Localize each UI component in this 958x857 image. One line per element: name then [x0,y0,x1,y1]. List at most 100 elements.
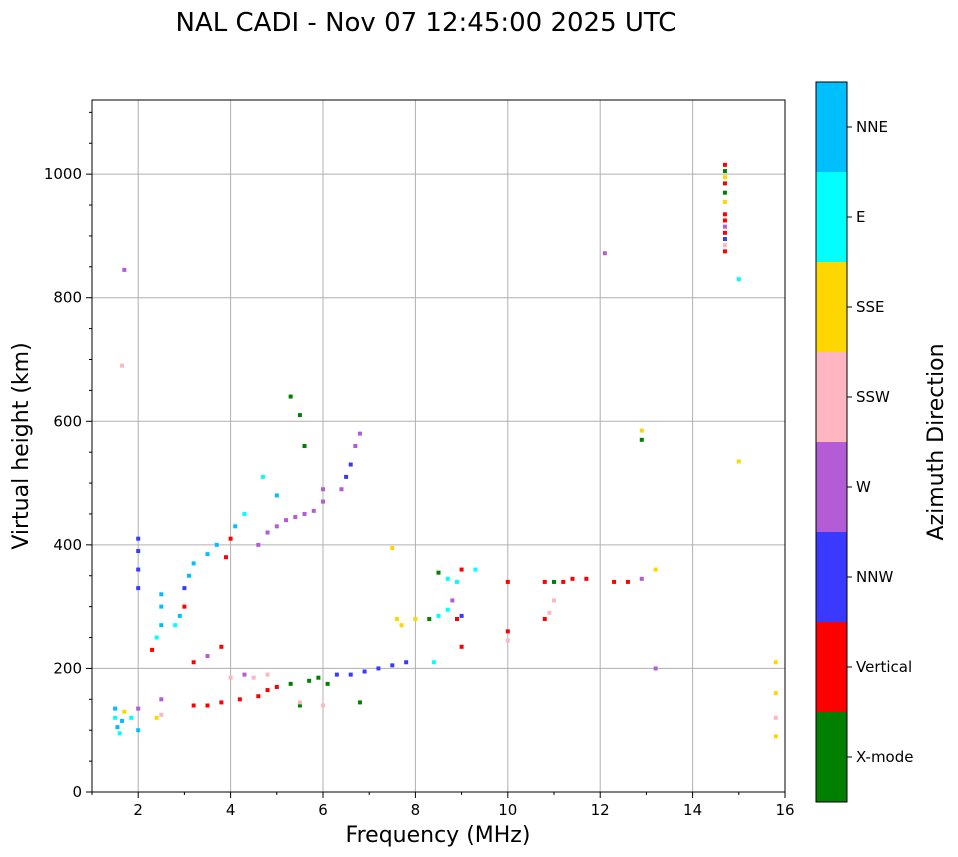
y-tick-label: 0 [72,783,82,801]
echo-point [191,561,196,566]
echo-point [159,712,164,717]
echo-point [584,576,589,581]
echo-point [344,474,349,479]
echo-point [297,703,302,708]
y-tick-label: 800 [53,289,82,307]
echo-point [348,462,353,467]
colorbar-category-label: E [856,208,865,226]
echo-point [233,524,238,529]
echo-point [390,663,395,668]
echo-point [445,576,450,581]
echo-point [159,623,164,628]
echo-point [302,444,307,448]
echo-point [187,573,192,578]
echo-point [653,666,658,671]
echo-point [136,567,141,572]
echo-point [120,718,125,723]
echo-point [602,251,607,256]
colorbar-label: Azimuth Direction [924,343,949,540]
echo-point [191,660,196,665]
y-tick-label: 200 [53,659,82,677]
echo-point [436,613,441,618]
echo-point [722,162,727,167]
echo-point [228,675,233,680]
echo-point [445,607,450,612]
colorbar-swatch [816,172,847,262]
echo-point [394,617,399,621]
echo-point [542,617,547,621]
echo-point [722,181,727,186]
echo-point [413,617,418,621]
echo-point [311,508,316,513]
echo-point [182,604,187,609]
echo-point [339,487,344,492]
echo-point [362,669,367,674]
echo-point [284,518,289,523]
echo-point [722,190,727,195]
echo-point [561,579,566,584]
y-axis-ticks: 0 200 400 600 800 1000 [44,111,92,801]
echo-point [459,567,464,572]
y-tick-label: 1000 [44,165,82,183]
echo-point [639,576,644,581]
echo-point [136,536,141,541]
echo-point [773,691,778,696]
echo-point [219,700,224,705]
echo-point [736,277,741,282]
echo-point [307,678,312,683]
echo-point [505,629,510,634]
echo-point [505,638,510,643]
echo-point [316,675,321,680]
colorbar-swatch [816,622,847,712]
echo-point [205,552,210,557]
echo-point [722,249,727,254]
echo-point [297,700,302,705]
echo-point [612,579,617,584]
echo-point [122,267,127,272]
echo-point [117,731,122,736]
x-tick-label: 4 [226,801,236,819]
echo-point [722,169,727,174]
echo-point [399,623,404,628]
x-tick-label: 2 [133,801,143,819]
colorbar-category-label: SSE [856,298,885,316]
echo-point [274,684,279,689]
echo-point [773,715,778,720]
echo-point [136,549,141,554]
echo-point [120,363,125,368]
echo-point [357,431,362,436]
echo-point [639,428,644,433]
y-tick-label: 400 [53,536,82,554]
echo-point [722,230,727,235]
echo-point [256,694,261,699]
echo-point [265,688,270,693]
echo-point [274,493,279,498]
echo-point [321,499,325,504]
x-tick-label: 8 [411,801,421,819]
echo-point [154,635,159,640]
echo-point [454,579,459,584]
colorbar-category-label: NNW [856,568,893,586]
echo-point [223,555,228,560]
colorbar-category-label: W [856,478,871,496]
echo-point [542,579,547,584]
echo-point [191,703,196,708]
echo-point [722,243,727,248]
echo-point [113,706,118,711]
echo-point [450,598,455,603]
echo-point [242,672,247,677]
echo-point [297,413,302,418]
x-tick-label: 14 [683,801,702,819]
colorbar-frame [815,81,848,803]
chart-title: NAL CADI - Nov 07 12:45:00 2025 UTC [176,8,677,38]
echo-point [722,212,727,217]
echo-point [722,218,727,223]
echo-point [214,542,219,547]
echo-point [288,394,293,399]
echo-point [237,697,242,702]
echo-point [288,681,293,686]
echo-point [302,511,307,516]
echo-point [773,660,778,665]
y-tick-label: 600 [53,412,82,430]
echo-point [639,437,644,442]
